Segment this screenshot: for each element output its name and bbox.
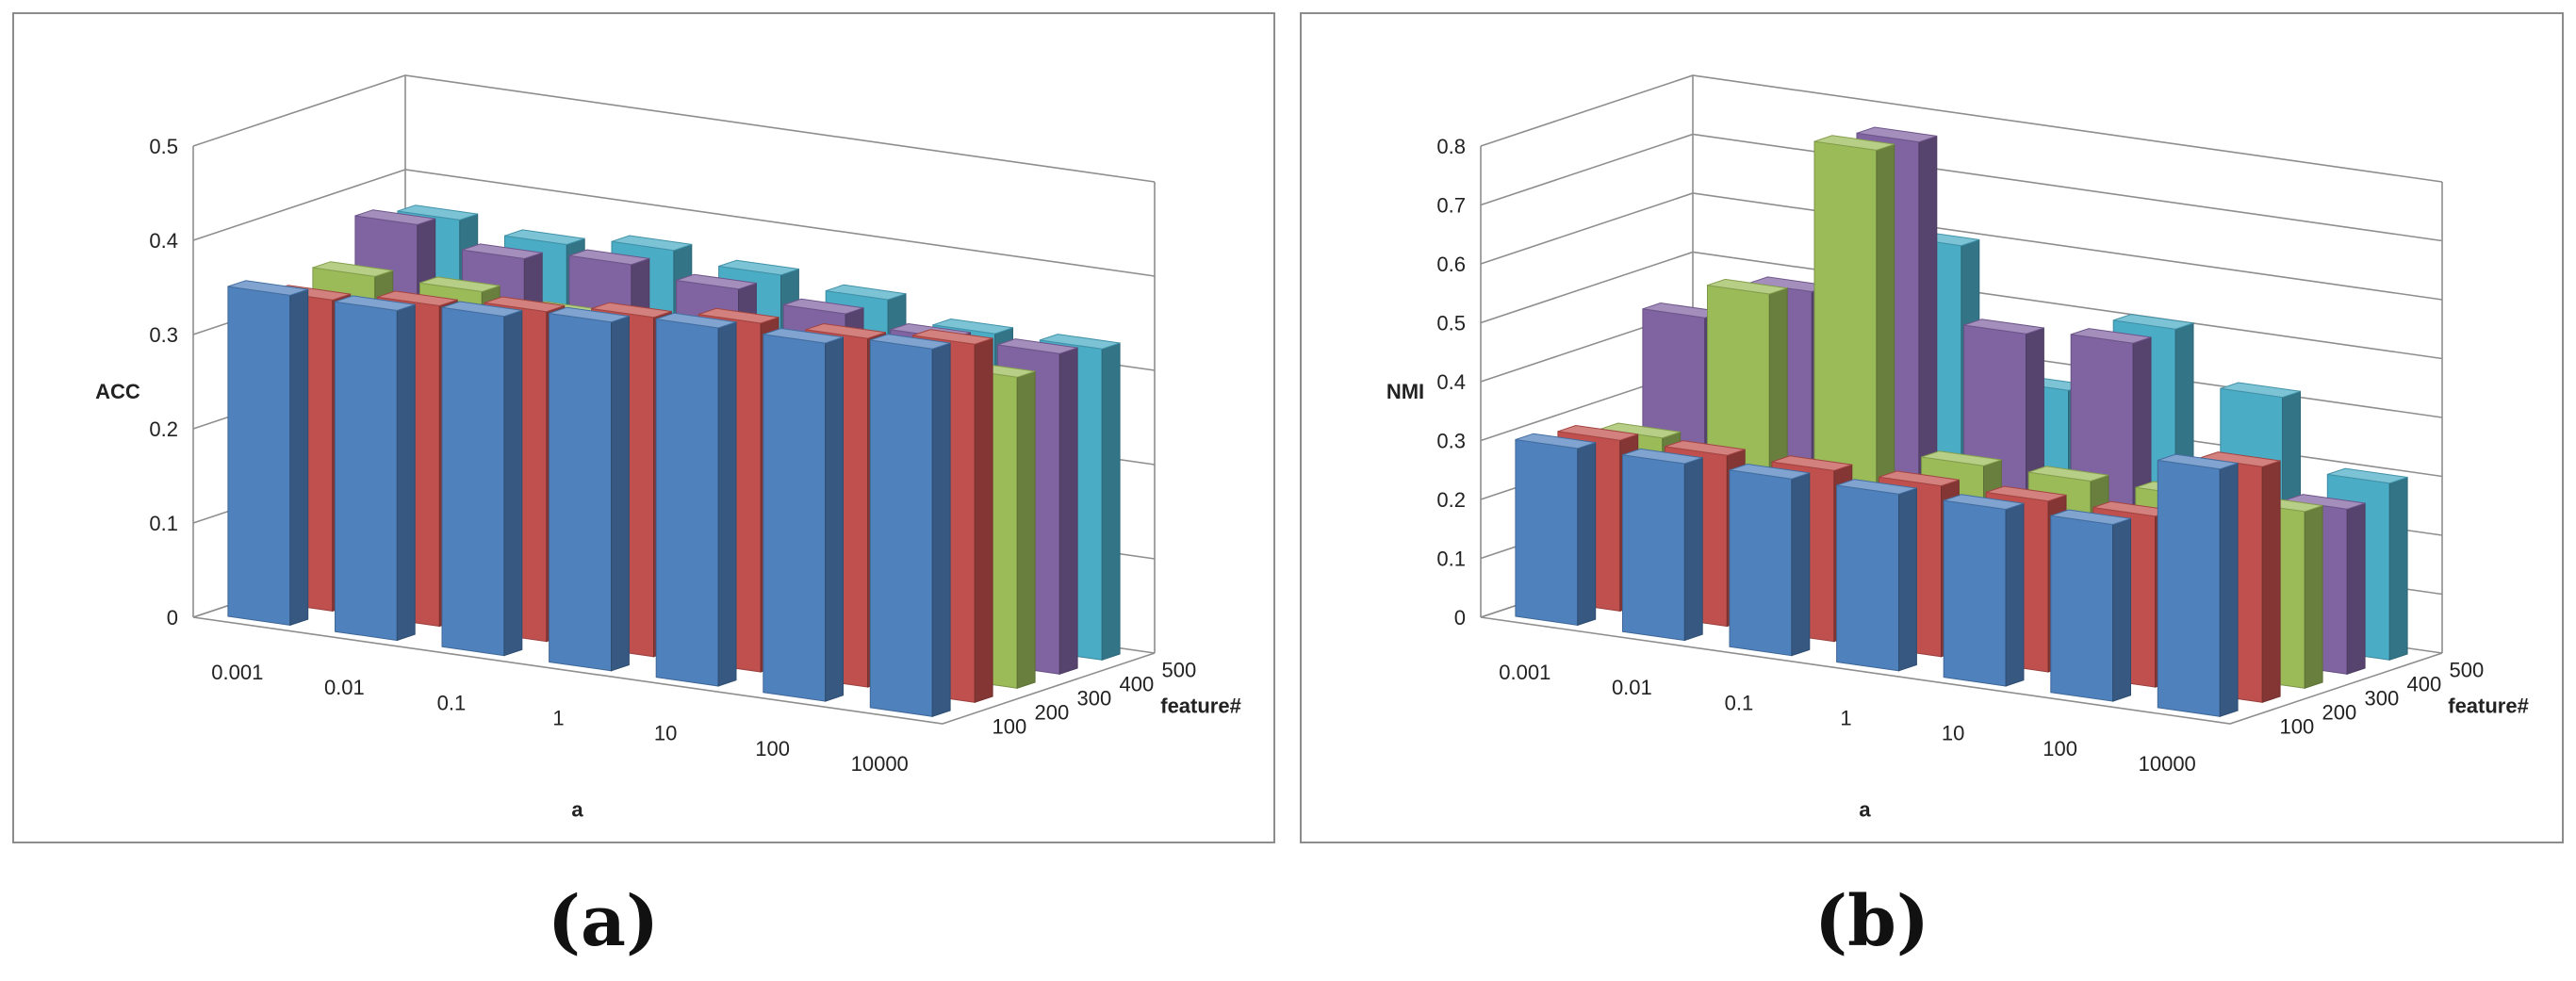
panel-b: 0 0.1 0.2 0.3 0.4 0.5 0.6 0.7 0.8 NMI 0.001 0.01 0.1… xyxy=(1288,0,2576,981)
bar xyxy=(655,312,737,687)
chart-acc: 0 0.1 0.2 0.3 0.4 0.5 ACC 0.001 0.01 0.1 1 10 100 100… xyxy=(12,12,1275,843)
x-tick-label: 0.01 xyxy=(324,676,365,699)
bar xyxy=(2157,453,2239,717)
x-axis-label: a xyxy=(1859,798,1871,822)
depth-tick-label: 400 xyxy=(1120,673,1155,696)
y-axis-label: ACC xyxy=(95,380,140,403)
depth-tick-label: 100 xyxy=(2280,715,2315,739)
panel-a: 0 0.1 0.2 0.3 0.4 0.5 ACC 0.001 0.01 0.1 1 10 100 100… xyxy=(12,12,1275,962)
x-axis-label: a xyxy=(571,798,583,822)
caption-b: (b) xyxy=(1814,881,1929,962)
bar xyxy=(869,334,951,717)
bars xyxy=(227,204,1121,717)
x-tick-label: 100 xyxy=(755,737,790,760)
y-tick-label: 0 xyxy=(167,606,178,629)
bar xyxy=(227,280,309,627)
y-tick-label: 0.4 xyxy=(1436,370,1466,394)
x-tick-label: 0.1 xyxy=(1725,691,1754,714)
depth-tick-label: 100 xyxy=(993,715,1027,739)
depth-tick-label: 300 xyxy=(2365,687,2400,711)
y-tick-label: 0.4 xyxy=(149,229,178,253)
depth-tick-label: 200 xyxy=(2322,701,2357,725)
x-tick-label: 0.1 xyxy=(437,691,467,714)
x-tick-label: 10000 xyxy=(2139,752,2196,776)
y-axis-label: NMI xyxy=(1386,380,1424,403)
bar xyxy=(1836,479,1917,672)
y-tick-label: 0.2 xyxy=(1436,488,1466,512)
bar xyxy=(1515,433,1597,627)
bar xyxy=(441,301,523,657)
chart-nmi: 0 0.1 0.2 0.3 0.4 0.5 0.6 0.7 0.8 NMI 0.001 0.01 0.1… xyxy=(1300,12,2564,843)
y-tick-label: 0.1 xyxy=(149,512,178,535)
depth-axis-label: feature# xyxy=(2448,694,2529,717)
bar xyxy=(549,306,630,672)
depth-axis-label: feature# xyxy=(1160,694,1241,717)
x-tick-label: 10000 xyxy=(851,752,909,776)
y-tick-label: 0.5 xyxy=(149,135,178,158)
x-tick-label: 10 xyxy=(1942,722,1964,745)
y-tick-label: 0.1 xyxy=(1436,548,1466,571)
y-tick-label: 0.8 xyxy=(1436,135,1466,158)
bar xyxy=(763,327,844,702)
bar xyxy=(1943,494,2025,687)
y-tick-label: 0.5 xyxy=(1436,312,1466,335)
depth-tick-label: 500 xyxy=(2450,659,2485,682)
x-tick-label: 0.01 xyxy=(1612,676,1652,699)
caption-a: (a) xyxy=(548,881,659,962)
bars xyxy=(1515,126,2408,717)
bar xyxy=(335,295,416,642)
x-tick-label: 0.001 xyxy=(1499,661,1551,684)
y-tick-label: 0.6 xyxy=(1436,253,1466,276)
x-tick-label: 10 xyxy=(654,722,677,745)
depth-tick-label: 400 xyxy=(2407,673,2442,696)
bar xyxy=(1622,448,1703,642)
y-tick-label: 0.2 xyxy=(149,417,178,441)
depth-tick-label: 300 xyxy=(1077,687,1112,711)
x-tick-label: 1 xyxy=(1840,707,1851,730)
y-tick-label: 0.3 xyxy=(1436,430,1466,453)
x-tick-label: 0.001 xyxy=(211,661,263,684)
x-tick-label: 1 xyxy=(552,707,564,730)
depth-tick-label: 200 xyxy=(1035,701,1070,725)
depth-tick-label: 500 xyxy=(1162,659,1197,682)
y-tick-label: 0.3 xyxy=(149,323,178,347)
y-tick-label: 0 xyxy=(1454,606,1466,629)
bar xyxy=(1729,463,1811,657)
bar xyxy=(2050,509,2131,702)
x-tick-label: 100 xyxy=(2043,737,2077,760)
y-tick-label: 0.7 xyxy=(1436,194,1466,218)
